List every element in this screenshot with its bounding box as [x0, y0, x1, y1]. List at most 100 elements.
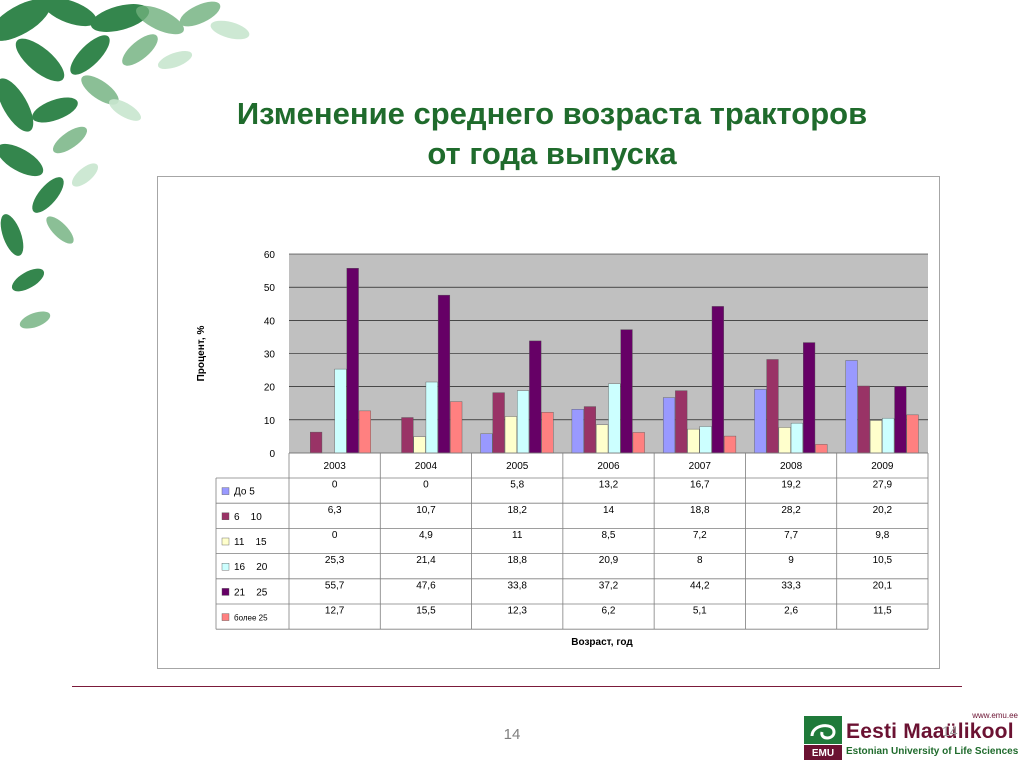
bar-chart: 0 10 20 30 40 50 60 Процент, % 2003 2004 2005 2006 2…	[196, 250, 929, 648]
logo-url: www.emu.ee	[972, 711, 1018, 720]
data-label: 10,5	[873, 555, 893, 566]
bar	[815, 444, 828, 454]
x-axis-label: Возраст, год	[571, 637, 633, 648]
data-label: 20,9	[599, 555, 619, 566]
x-tick-label: 2008	[780, 461, 803, 472]
bar	[480, 433, 493, 454]
logo-name: Eesti Maaülikool	[846, 720, 1014, 743]
bar	[571, 409, 584, 454]
data-label: 16,7	[690, 480, 710, 491]
y-tick-label: 50	[264, 283, 276, 294]
data-label: 33,3	[781, 580, 801, 591]
bar	[583, 406, 597, 454]
data-label: 14	[603, 505, 615, 516]
logo-subtitle: Estonian University of Life Sciences	[846, 746, 1019, 757]
data-label: 9	[788, 555, 794, 566]
bar	[803, 342, 816, 454]
bar	[504, 416, 517, 454]
data-label: 28,2	[781, 505, 801, 516]
data-label: 25,3	[325, 555, 345, 566]
legend-swatch	[221, 487, 230, 495]
data-label: 7,2	[693, 530, 707, 541]
legend-label: более 25	[234, 614, 268, 623]
data-label: 13,2	[599, 480, 619, 491]
x-tick-label: 2006	[597, 461, 620, 472]
bar	[662, 397, 676, 454]
bar	[541, 412, 554, 454]
bar	[711, 306, 724, 454]
legend-label: До 5	[234, 487, 255, 498]
legend-label: 21 25	[234, 587, 268, 598]
bar	[754, 389, 767, 454]
data-label: 55,7	[325, 580, 345, 591]
bar	[882, 417, 895, 454]
page-number: 14	[503, 726, 521, 743]
bar	[310, 431, 323, 454]
data-label: 4,9	[419, 530, 433, 541]
x-tick-label: 2009	[871, 461, 894, 472]
bar	[346, 268, 359, 454]
bar	[596, 424, 609, 454]
data-label: 20,2	[873, 505, 893, 516]
slide-title: Изменение среднего возраста тракторов от…	[180, 94, 924, 174]
bar	[906, 414, 919, 454]
y-tick-label: 30	[264, 350, 276, 361]
data-label: 9,8	[875, 530, 889, 541]
bar	[517, 390, 530, 454]
x-tick-label: 2005	[506, 461, 529, 472]
data-label: 15,5	[416, 606, 436, 617]
bar	[687, 428, 700, 454]
y-tick-label: 60	[264, 250, 276, 261]
bar	[620, 329, 633, 454]
data-label: 6,3	[328, 505, 342, 516]
bar	[790, 422, 803, 454]
data-label: 44,2	[690, 580, 710, 591]
y-tick-label: 0	[269, 449, 275, 460]
bar	[401, 417, 414, 454]
bar	[425, 381, 438, 454]
data-label: 0	[423, 480, 429, 491]
data-label: 11	[512, 530, 523, 541]
slide-title-line-2: от года выпуска	[427, 136, 677, 171]
legend-swatch	[221, 563, 230, 571]
bar	[529, 340, 542, 454]
bar	[894, 386, 907, 454]
data-label: 21,4	[416, 555, 436, 566]
logo-page-number: 14	[942, 723, 958, 739]
legend-swatch	[221, 537, 230, 546]
data-label: 20,1	[873, 580, 893, 591]
data-label: 7,7	[784, 530, 798, 541]
bar	[608, 383, 621, 454]
data-label: 11,5	[873, 606, 892, 617]
data-label: 8	[697, 555, 703, 566]
bar	[723, 435, 737, 454]
data-label: 0	[332, 530, 338, 541]
bar	[450, 401, 463, 454]
bar	[857, 385, 870, 454]
data-label: 19,2	[781, 480, 801, 491]
legend-label: 11 15	[234, 537, 267, 548]
legend-label: 6 10	[234, 512, 262, 523]
data-label: 8,5	[602, 530, 616, 541]
data-label: 27,9	[873, 480, 893, 491]
bar	[675, 390, 688, 454]
data-label: 2,6	[784, 606, 798, 617]
logo-badge-text: EMU	[812, 748, 834, 759]
footer-divider	[72, 686, 962, 687]
y-tick-label: 40	[264, 316, 276, 327]
data-label: 18,8	[690, 505, 710, 516]
legend-swatch	[221, 512, 230, 520]
slide-title-line-1: Изменение среднего возраста тракторов	[236, 96, 868, 131]
legend-swatch	[221, 613, 230, 621]
bar	[413, 436, 426, 454]
data-label: 10,7	[416, 505, 436, 516]
bar	[632, 432, 645, 454]
emu-logo-icon: EMU	[804, 716, 842, 760]
data-label: 0	[332, 480, 338, 491]
data-label: 5,8	[510, 480, 524, 491]
x-tick-label: 2004	[415, 461, 438, 472]
data-label: 33,8	[507, 580, 527, 591]
data-label: 18,8	[507, 555, 527, 566]
chart-frame: 0 10 20 30 40 50 60 Процент, % 2003 2004 2005 2006 2…	[157, 176, 940, 669]
x-tick-label: 2007	[689, 461, 712, 472]
